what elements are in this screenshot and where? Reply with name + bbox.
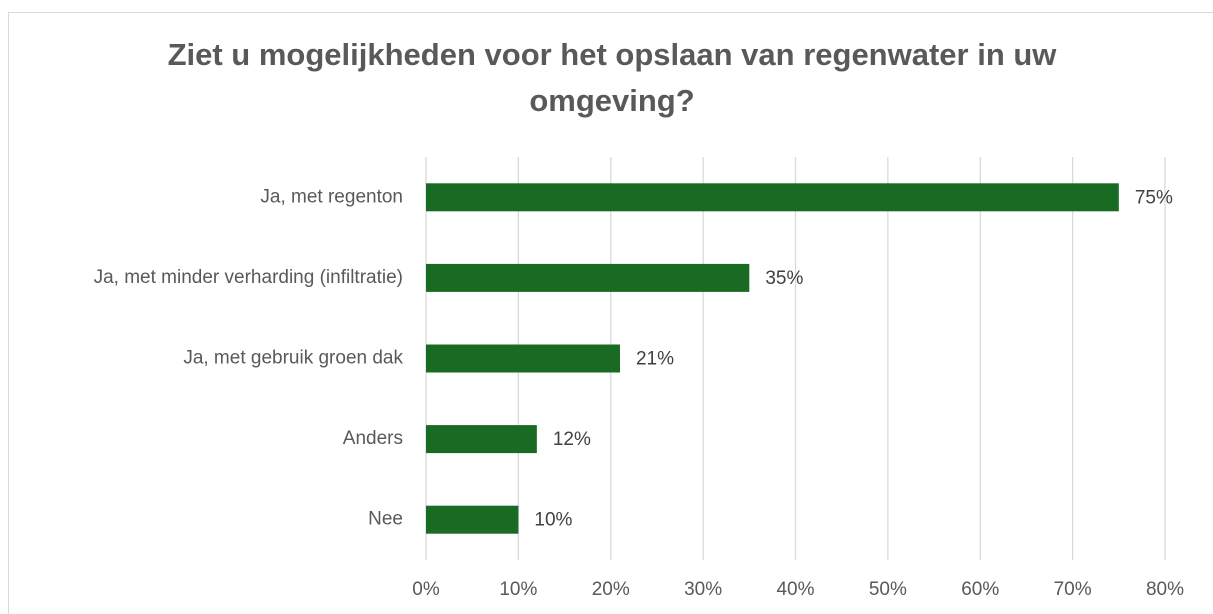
x-tick-label: 50% — [869, 579, 907, 600]
y-tick-label: Nee — [368, 509, 403, 530]
data-label: 35% — [765, 268, 803, 289]
chart-border — [8, 12, 1213, 614]
x-tick-label: 10% — [499, 579, 537, 600]
x-tick-label: 60% — [961, 579, 999, 600]
bar — [426, 344, 620, 373]
x-tick-label: 20% — [592, 579, 630, 600]
x-tick-label: 40% — [776, 579, 814, 600]
y-tick-label: Anders — [343, 428, 403, 449]
data-label: 21% — [636, 349, 674, 370]
data-label: 75% — [1135, 187, 1173, 208]
x-tick-label: 70% — [1054, 579, 1092, 600]
bar — [426, 263, 750, 292]
x-tick-label: 0% — [412, 579, 440, 600]
bar — [426, 425, 537, 454]
data-label: 10% — [534, 510, 572, 531]
y-tick-label: Ja, met gebruik groen dak — [183, 348, 403, 369]
x-tick-label: 30% — [684, 579, 722, 600]
chart-title: Ziet u mogelijkheden voor het opslaan va… — [167, 37, 1057, 118]
bar — [426, 505, 519, 534]
y-tick-label: Ja, met minder verharding (infiltratie) — [94, 267, 403, 288]
y-tick-label: Ja, met regenton — [260, 186, 403, 207]
data-label: 12% — [553, 429, 591, 450]
x-tick-label: 80% — [1146, 579, 1184, 600]
bar — [426, 183, 1119, 212]
